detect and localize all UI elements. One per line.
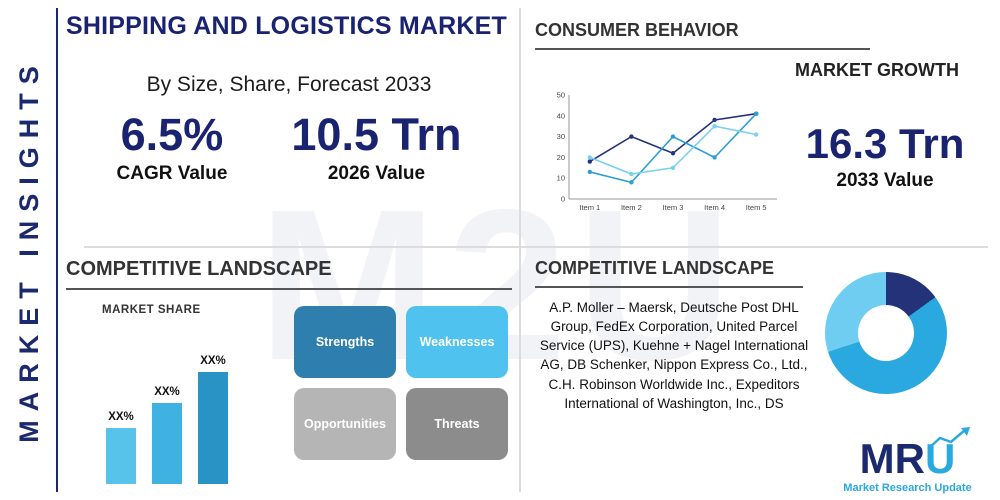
bar-chart: XX% XX% XX% — [106, 334, 228, 484]
svg-text:30: 30 — [557, 132, 565, 141]
mru-logo-tagline: Market Research Update — [843, 482, 972, 494]
swot-cell-strengths: Strengths — [294, 306, 396, 378]
svg-text:20: 20 — [557, 153, 565, 162]
bar — [152, 402, 182, 484]
competitive-landscape-left-body: MARKET SHARE XX% XX% XX% Strengths Weakness… — [66, 292, 512, 484]
cagr-stat: 6.5% CAGR Value — [117, 109, 228, 185]
stats-row: 6.5% CAGR Value 10.5 Trn 2026 Value — [66, 109, 512, 185]
bar — [198, 372, 228, 484]
market-growth-body: 0 10 20 30 40 50 Item 1 Item 2 Item 3 Item 4 Item … — [535, 87, 985, 225]
value-2026: 10.5 Trn — [291, 109, 462, 160]
svg-text:Item 2: Item 2 — [621, 203, 642, 212]
logo-sparkline-icon — [928, 427, 971, 449]
bar-value-label: XX% — [154, 385, 180, 398]
consumer-behavior-heading: CONSUMER BEHAVIOR — [535, 20, 870, 50]
middle-horizontal-divider — [84, 246, 988, 248]
svg-text:Item 3: Item 3 — [663, 203, 684, 212]
logo-letter-u: U — [925, 435, 956, 482]
market-growth-heading: MARKET GROWTH — [795, 60, 959, 80]
bar-value-label: XX% — [108, 411, 134, 423]
svg-text:10: 10 — [557, 174, 565, 183]
market-share-label: MARKET SHARE — [102, 304, 201, 316]
page-subtitle: By Size, Share, Forecast 2033 — [146, 73, 432, 96]
line-chart: 0 10 20 30 40 50 Item 1 Item 2 Item 3 Item 4 Item … — [557, 91, 777, 212]
swot-cell-threats: Threats — [406, 388, 508, 460]
svg-text:Item 1: Item 1 — [579, 203, 600, 212]
competitive-landscape-left-heading: COMPETITIVE LANDSCAPE — [66, 258, 512, 290]
bar-value-label: XX% — [200, 355, 226, 367]
competitive-landscape-right-section: COMPETITIVE LANDSCAPE A.P. Moller – Maer… — [535, 258, 990, 496]
competitive-landscape-left-section: COMPETITIVE LANDSCAPE MARKET SHARE XX% XX… — [66, 258, 512, 494]
donut-chart — [825, 272, 947, 394]
swot-grid: Strengths Weaknesses Opportunities Threats — [294, 306, 508, 484]
center-vertical-divider — [519, 8, 521, 492]
value-2026-stat: 10.5 Trn 2026 Value — [291, 109, 461, 185]
competitive-landscape-right-heading: COMPETITIVE LANDSCAPE — [535, 258, 803, 288]
page-title: SHIPPING AND LOGISTICS MARKET — [66, 12, 508, 40]
consumer-behavior-section: CONSUMER BEHAVIOR MARKET GROWTH 0 10 20 30 4… — [535, 20, 985, 242]
bar-column: XX% — [152, 334, 182, 484]
value-2026-label: 2026 Value — [327, 163, 426, 184]
logo-letter-r: R — [894, 435, 925, 482]
companies-list: A.P. Moller – Maersk, Deutsche Post DHL … — [539, 300, 809, 411]
swot-cell-opportunities: Opportunities — [294, 388, 396, 460]
cagr-label: CAGR Value — [116, 163, 228, 184]
bar-column: XX% — [198, 334, 228, 484]
mru-logo-letters: MRU — [859, 427, 971, 482]
swot-cell-weaknesses: Weaknesses — [406, 306, 508, 378]
value-2033: 16.3 Trn — [805, 120, 965, 167]
sidebar-divider — [56, 8, 58, 492]
bar — [106, 428, 136, 484]
svg-text:40: 40 — [557, 111, 565, 120]
value-2033-stat: 16.3 Trn 2033 Value — [785, 120, 985, 192]
mru-logo: MRU Market Research Update — [825, 427, 990, 494]
svg-text:50: 50 — [557, 91, 565, 100]
vertical-title: MARKET INSIGHTS — [14, 57, 44, 443]
market-share-area: MARKET SHARE XX% XX% XX% — [66, 292, 278, 484]
cagr-value: 6.5% — [120, 109, 224, 160]
svg-text:Item 4: Item 4 — [704, 203, 725, 212]
logo-letter-m: M — [859, 435, 895, 482]
market-insights-section: SHIPPING AND LOGISTICS MARKET By Size, S… — [66, 12, 512, 242]
svg-text:0: 0 — [561, 195, 565, 204]
bar-column: XX% — [106, 334, 136, 484]
value-2033-label: 2033 Value — [836, 170, 934, 191]
competitive-landscape-right-body: A.P. Moller – Maersk, Deutsche Post DHL … — [535, 272, 990, 413]
svg-text:Item 5: Item 5 — [746, 203, 767, 212]
